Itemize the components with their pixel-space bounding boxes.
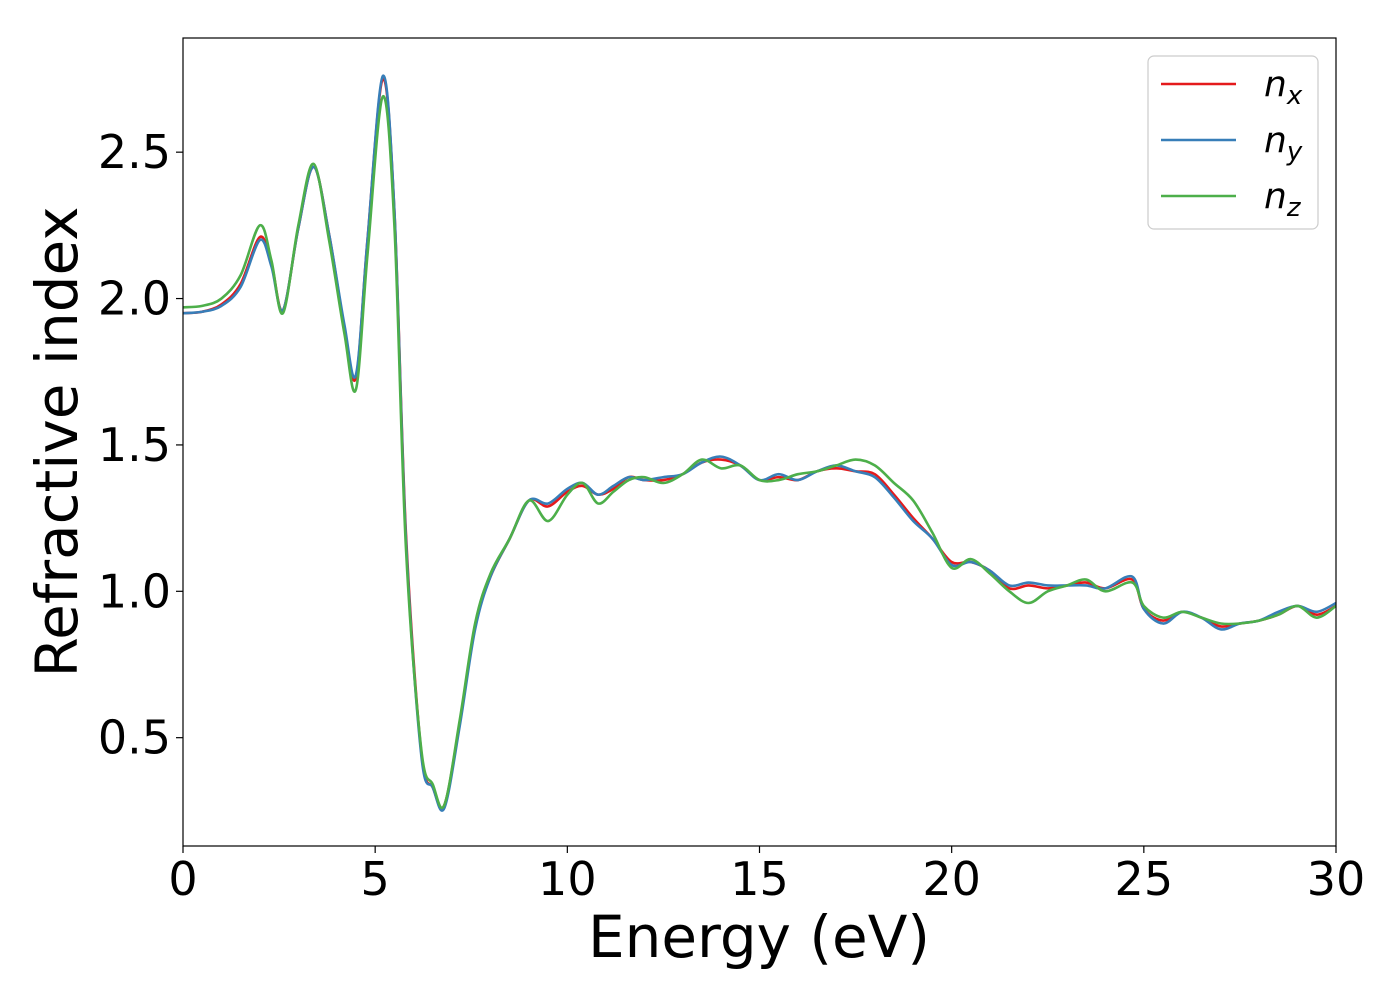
x-tick-label: 10 — [538, 852, 597, 906]
x-tick-label: 30 — [1307, 852, 1366, 906]
x-tick-label: 25 — [1115, 852, 1174, 906]
x-tick-label: 0 — [168, 852, 197, 906]
legend-box — [1147, 55, 1319, 230]
y-axis-label: Refractive index — [23, 206, 91, 677]
x-axis-label: Energy (eV) — [588, 903, 930, 971]
y-tick-label: 0.5 — [98, 711, 171, 765]
legend-entry-label: nz — [1264, 176, 1302, 223]
y-tick-label: 2.0 — [98, 272, 171, 326]
y-tick-label: 2.5 — [98, 125, 171, 179]
series-lines — [183, 74, 1336, 812]
legend-entry-label: ny — [1264, 120, 1303, 167]
x-tick-label: 5 — [361, 852, 390, 906]
series-line-n-z — [183, 95, 1336, 809]
series-line-n-y — [183, 74, 1336, 812]
x-axis-ticks: 0 5 10 15 20 25 30 — [168, 846, 1365, 906]
legend: nx ny nz — [1147, 55, 1319, 230]
y-tick-label: 1.5 — [98, 418, 171, 472]
y-axis-ticks: 0.5 1.0 1.5 2.0 2.5 — [98, 125, 183, 765]
x-tick-label: 20 — [922, 852, 981, 906]
y-tick-label: 1.0 — [98, 564, 171, 618]
legend-entry-label: nx — [1264, 64, 1303, 111]
x-tick-label: 15 — [730, 852, 789, 906]
